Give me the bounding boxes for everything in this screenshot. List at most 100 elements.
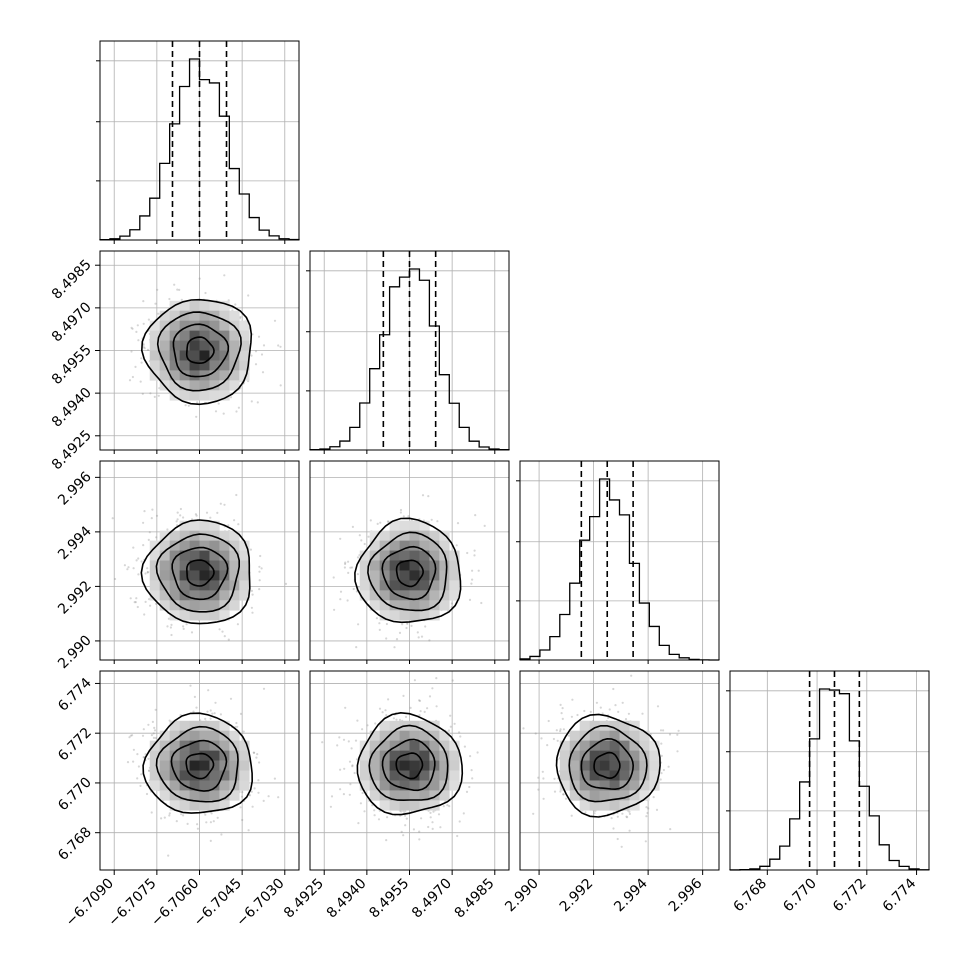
scatter-point	[400, 810, 403, 813]
density-cell	[369, 770, 380, 781]
density-cell	[169, 730, 180, 741]
scatter-point	[626, 816, 629, 819]
scatter-point	[147, 757, 150, 760]
density-cell	[239, 360, 250, 371]
scatter-point	[401, 623, 404, 626]
contour-level-2	[381, 545, 437, 601]
scatter-point	[463, 745, 466, 748]
contour-level-3	[155, 533, 240, 613]
density-cell	[609, 780, 620, 791]
contour-level-1	[395, 752, 424, 780]
scatter-point	[257, 335, 261, 338]
histogram-step	[99, 58, 300, 241]
scatter-point	[381, 711, 384, 714]
scatter-point	[522, 727, 525, 730]
y-tick-label: 2.994	[55, 523, 95, 563]
scatter-point	[404, 824, 407, 827]
scatter-point	[562, 728, 566, 731]
density-cell	[199, 580, 210, 591]
scatter-point	[407, 515, 410, 518]
scatter-point	[239, 315, 242, 319]
density-cell	[189, 750, 200, 761]
scatter-point	[357, 822, 360, 825]
density-cell	[439, 750, 450, 761]
density-cell	[439, 740, 450, 751]
scatter-point	[446, 804, 449, 807]
density-cell	[169, 580, 180, 591]
scatter-point	[373, 814, 376, 817]
scatter-point	[147, 538, 150, 542]
scatter-point	[150, 811, 153, 814]
y-tick-label: 2.992	[55, 578, 95, 618]
contour-panel-3-2	[309, 460, 510, 664]
density-cell	[239, 320, 250, 331]
density-cell	[239, 340, 250, 351]
scatter-point	[142, 756, 145, 759]
density-cell	[209, 720, 220, 731]
density-cell	[569, 730, 580, 741]
scatter-point	[253, 751, 256, 754]
scatter-point	[385, 637, 388, 640]
contour-level-3	[367, 531, 448, 612]
scatter-point	[154, 736, 157, 740]
scatter-point	[641, 712, 644, 715]
density-cell	[149, 540, 160, 551]
scatter-point	[209, 839, 212, 843]
scatter-point	[546, 744, 549, 747]
scatter-point	[377, 818, 381, 821]
scatter-point	[431, 687, 434, 690]
scatter-point	[217, 402, 220, 405]
density-cell	[199, 300, 210, 311]
density-cell	[439, 790, 450, 801]
contour-level-3	[368, 724, 449, 802]
scatter-point	[448, 805, 451, 808]
scatter-point	[193, 695, 196, 699]
scatter-point	[130, 326, 133, 329]
scatter-point	[135, 330, 138, 333]
density-cell	[419, 800, 430, 811]
scatter-point	[250, 589, 253, 593]
scatter-point	[621, 701, 624, 704]
density-cell	[169, 530, 180, 541]
density-cell	[179, 610, 190, 621]
density-cell	[199, 600, 210, 611]
scatter-point	[473, 554, 476, 557]
density-cell	[399, 540, 410, 551]
density-cell	[159, 340, 170, 351]
density-cell	[609, 750, 620, 761]
density-cell	[179, 800, 190, 811]
scatter-point	[114, 577, 117, 581]
scatter-point	[561, 717, 564, 721]
density-cell	[389, 610, 400, 621]
density-cell	[359, 560, 370, 571]
scatter-point	[227, 524, 230, 527]
scatter-point	[131, 734, 134, 737]
scatter-point	[146, 348, 150, 351]
density-cell	[189, 320, 200, 331]
scatter-point	[468, 598, 472, 602]
scatter-point	[559, 703, 562, 707]
scatter-point	[363, 542, 366, 546]
scatter-point	[660, 772, 663, 775]
scatter-point	[652, 796, 655, 799]
density-cell	[379, 530, 390, 541]
scatter-point	[399, 511, 402, 514]
histogram-step	[729, 688, 930, 871]
scatter-point	[339, 768, 342, 771]
density-cell	[199, 720, 210, 731]
scatter-point	[146, 571, 149, 574]
contour-panel-4-3: 2.990 2.992 2.994 2.996	[502, 670, 720, 915]
scatter-point	[214, 410, 218, 413]
density-cell	[219, 390, 230, 401]
density-cell	[179, 370, 190, 381]
density-cell	[569, 790, 580, 801]
scatter-point	[247, 829, 250, 832]
scatter-point	[385, 714, 388, 717]
density-cell	[229, 730, 240, 741]
density-cell	[199, 310, 210, 321]
density-cell	[619, 730, 630, 741]
scatter-point	[258, 570, 261, 573]
scatter-point	[132, 567, 135, 570]
density-cell	[159, 580, 170, 591]
scatter-point	[571, 698, 574, 701]
